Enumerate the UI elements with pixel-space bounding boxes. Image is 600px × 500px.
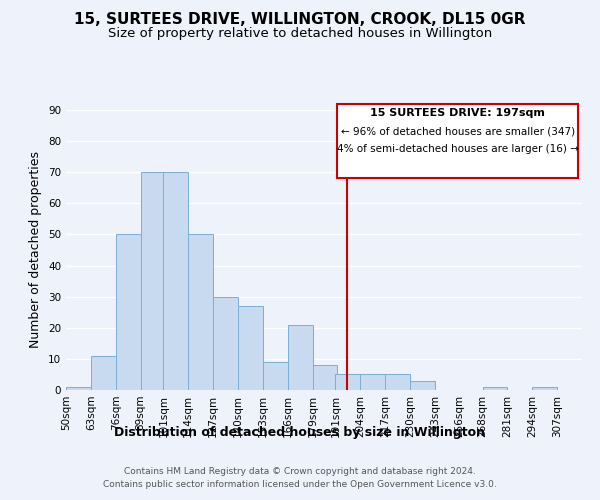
Text: Contains HM Land Registry data © Crown copyright and database right 2024.: Contains HM Land Registry data © Crown c… xyxy=(124,467,476,476)
Bar xyxy=(385,374,410,390)
Bar xyxy=(91,356,116,390)
Bar xyxy=(287,324,313,390)
Bar xyxy=(263,362,287,390)
Bar xyxy=(410,380,435,390)
Bar xyxy=(140,172,166,390)
Bar xyxy=(361,374,385,390)
Bar xyxy=(482,387,508,390)
Text: ← 96% of detached houses are smaller (347): ← 96% of detached houses are smaller (34… xyxy=(341,127,575,137)
Text: 15, SURTEES DRIVE, WILLINGTON, CROOK, DL15 0GR: 15, SURTEES DRIVE, WILLINGTON, CROOK, DL… xyxy=(74,12,526,28)
Text: 4% of semi-detached houses are larger (16) →: 4% of semi-detached houses are larger (1… xyxy=(337,144,579,154)
Text: 15 SURTEES DRIVE: 197sqm: 15 SURTEES DRIVE: 197sqm xyxy=(370,108,545,118)
Bar xyxy=(532,387,557,390)
Bar xyxy=(313,365,337,390)
Bar xyxy=(238,306,263,390)
Text: Contains public sector information licensed under the Open Government Licence v3: Contains public sector information licen… xyxy=(103,480,497,489)
Bar xyxy=(188,234,213,390)
Text: Distribution of detached houses by size in Willington: Distribution of detached houses by size … xyxy=(115,426,485,439)
Bar xyxy=(116,234,140,390)
Y-axis label: Number of detached properties: Number of detached properties xyxy=(29,152,43,348)
Bar xyxy=(66,387,91,390)
Bar xyxy=(335,374,361,390)
Bar xyxy=(213,296,238,390)
Bar xyxy=(163,172,188,390)
Text: Size of property relative to detached houses in Willington: Size of property relative to detached ho… xyxy=(108,28,492,40)
